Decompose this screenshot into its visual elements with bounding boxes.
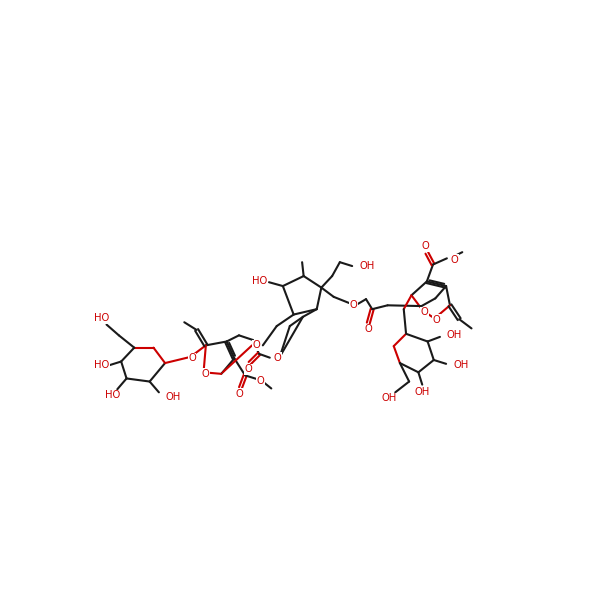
Text: O: O <box>257 376 265 386</box>
Text: HO: HO <box>252 275 268 286</box>
Text: HO: HO <box>94 361 110 370</box>
Text: O: O <box>274 353 281 362</box>
Text: O: O <box>253 340 260 350</box>
Text: O: O <box>451 255 458 265</box>
Text: O: O <box>350 299 358 310</box>
Text: O: O <box>421 307 428 317</box>
Text: OH: OH <box>447 329 462 340</box>
Text: O: O <box>188 353 196 364</box>
Text: O: O <box>201 369 209 379</box>
Text: O: O <box>235 389 243 399</box>
Text: O: O <box>432 315 440 325</box>
Text: OH: OH <box>415 388 430 397</box>
Text: OH: OH <box>360 261 375 271</box>
Text: HO: HO <box>94 313 110 323</box>
Text: HO: HO <box>105 391 121 400</box>
Text: OH: OH <box>165 392 181 402</box>
Text: O: O <box>244 364 252 374</box>
Text: OH: OH <box>453 361 468 370</box>
Text: OH: OH <box>382 394 397 403</box>
Text: O: O <box>364 324 372 334</box>
Text: O: O <box>421 241 429 251</box>
